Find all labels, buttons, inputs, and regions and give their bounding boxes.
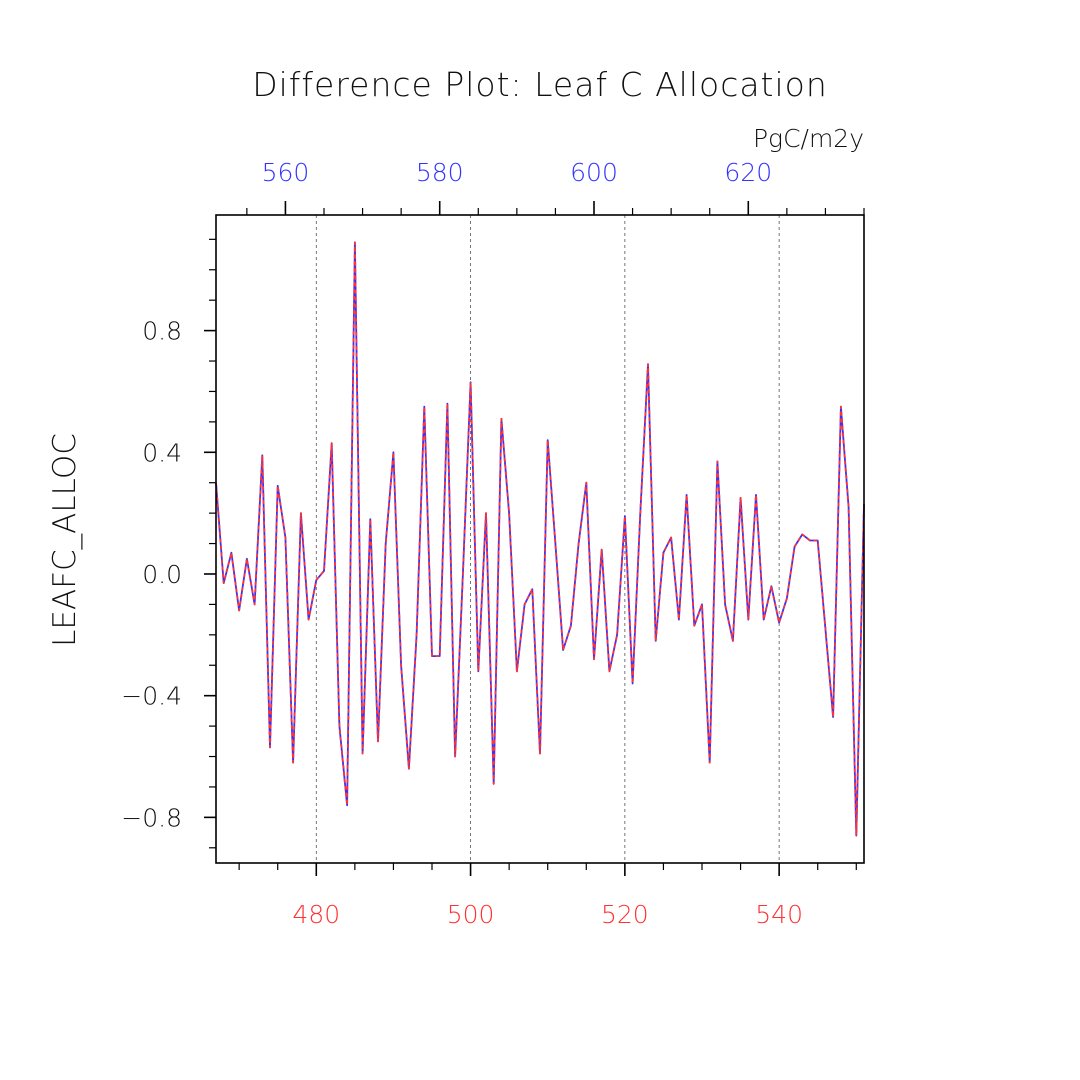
series-lines: [215, 241, 865, 837]
y-tick-label: −0.8: [121, 803, 182, 832]
y-tick-label: 0.0: [142, 560, 182, 589]
x-top-tick-label: 580: [416, 158, 464, 187]
series-line-bottom: [215, 241, 865, 837]
y-axis-label: LEAFC_ALLOC: [47, 433, 83, 647]
grid-lines: [315, 215, 780, 863]
y-tick-label: 0.4: [142, 438, 182, 467]
x-bottom-tick-label: 500: [447, 900, 495, 929]
y-tick-label: −0.4: [121, 682, 182, 711]
x-bottom-tick-label: 540: [755, 900, 803, 929]
chart-units: PgC/m2y: [753, 124, 864, 153]
x-bottom-tick-label: 480: [292, 900, 340, 929]
plot-frame: [215, 214, 865, 864]
axes: −0.8 −0.4 0.0 0.4 0.8 480 500 520 540 560 580 600 62…: [121, 158, 865, 929]
x-top-tick-label: 560: [262, 158, 310, 187]
x-bottom-tick-label: 520: [601, 900, 649, 929]
y-tick-label: 0.8: [142, 317, 182, 346]
chart-title: Difference Plot: Leaf C Allocation: [252, 65, 828, 104]
x-top-tick-label: 620: [724, 158, 772, 187]
x-top-tick-label: 600: [570, 158, 618, 187]
